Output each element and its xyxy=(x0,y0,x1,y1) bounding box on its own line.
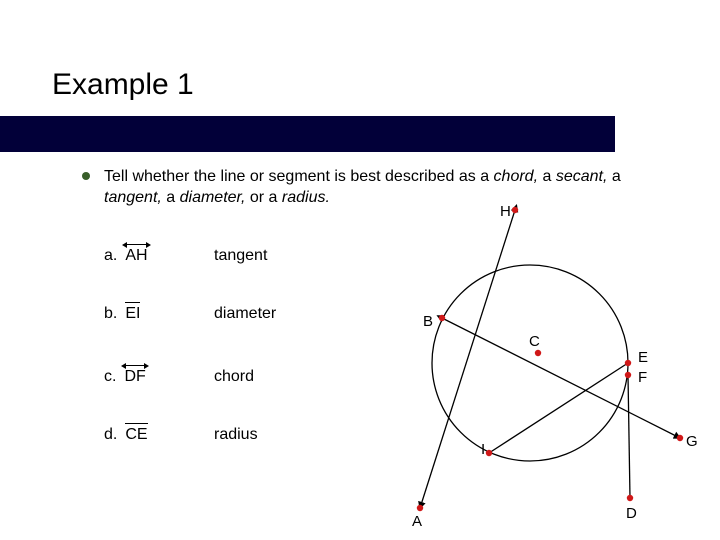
svg-text:G: G xyxy=(686,433,698,450)
item-d-label: d. xyxy=(104,426,117,444)
segment-CE: CE xyxy=(125,426,147,444)
prompt-prefix: Tell whether the line or segment is best… xyxy=(104,168,494,185)
bullet-icon xyxy=(82,172,90,180)
item-b: b. EI xyxy=(104,305,140,323)
title-underline xyxy=(0,116,615,152)
segment-EI: EI xyxy=(125,305,140,323)
term-tangent: tangent, xyxy=(104,189,162,206)
svg-text:D: D xyxy=(626,505,637,522)
answer-c: chord xyxy=(214,368,254,386)
prompt-mid3: a xyxy=(162,189,180,206)
prompt-mid2: a xyxy=(607,168,620,185)
svg-text:C: C xyxy=(529,333,540,350)
svg-text:I: I xyxy=(481,441,485,458)
item-c-label: c. xyxy=(104,368,116,386)
term-diameter: diameter, xyxy=(180,189,246,206)
prompt-mid1: a xyxy=(538,168,556,185)
item-a-label: a. xyxy=(104,247,117,265)
answer-a: tangent xyxy=(214,247,267,265)
svg-text:A: A xyxy=(412,513,422,528)
prompt-mid4: or a xyxy=(245,189,281,206)
item-b-label: b. xyxy=(104,305,117,323)
example-title: Example 1 xyxy=(52,68,194,102)
answer-d: radius xyxy=(214,426,258,444)
item-a: a. AH xyxy=(104,247,148,265)
segment-DF: DF xyxy=(124,368,145,386)
term-radius: radius. xyxy=(282,189,330,206)
item-d: d. CE xyxy=(104,426,148,444)
svg-text:F: F xyxy=(638,369,647,386)
svg-text:B: B xyxy=(423,313,433,330)
circle-diagram: H A B C EF I D G xyxy=(370,198,700,528)
answer-b: diameter xyxy=(214,305,276,323)
svg-text:H: H xyxy=(500,203,511,220)
item-c: c. DF xyxy=(104,368,146,386)
segment-AH: AH xyxy=(125,247,147,265)
term-chord: chord, xyxy=(494,168,538,185)
svg-text:E: E xyxy=(638,349,648,366)
term-secant: secant, xyxy=(556,168,608,185)
